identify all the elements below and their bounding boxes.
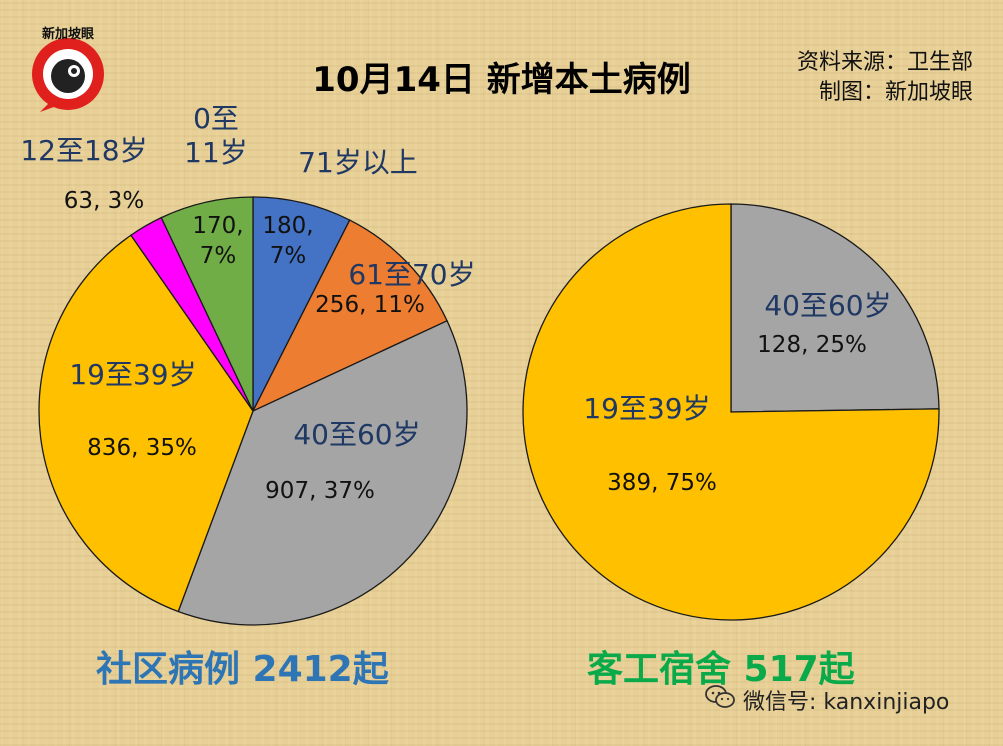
- slice-value-label: 389, 75%: [607, 470, 717, 496]
- wechat-icon: [705, 684, 735, 716]
- pie-slice: [252, 196, 351, 412]
- pie-slice: [177, 319, 468, 626]
- pie-slice: [522, 203, 940, 621]
- slice-category-label: 19至39岁: [69, 358, 196, 391]
- pie-slice: [730, 203, 940, 413]
- slice-value-label: 907, 37%: [265, 478, 375, 504]
- source-credit: 资料来源：卫生部 制图：新加坡眼: [797, 48, 973, 108]
- slice-category-label: 40至60岁: [293, 418, 420, 451]
- slice-value-label: 63, 3%: [64, 188, 144, 214]
- pie-slice: [38, 234, 254, 613]
- slice-category-label: 19至39岁: [583, 392, 710, 425]
- slice-value-label: 256, 11%: [315, 292, 425, 318]
- wechat-watermark: 微信号: kanxinjiapo: [705, 684, 949, 716]
- slice-category-label: 12至18岁: [20, 134, 147, 167]
- source-line-1: 资料来源：卫生部: [796, 50, 973, 75]
- pie-chart-1: 180, 7% 71岁以上 256, 11%61至70岁 907, 37% 40至60岁 8…: [20, 102, 476, 626]
- chart-title: 10月14日 新增本土病例: [312, 60, 691, 100]
- source-line-2: 制图：新加坡眼: [818, 80, 973, 105]
- slice-category-label: 61至70岁: [348, 258, 475, 291]
- slice-value-label: 128, 25%: [757, 332, 867, 358]
- dormitory-cases-caption: 客工宿舍 517起: [587, 649, 855, 690]
- slice-value-label: 170, 7%: [192, 213, 243, 269]
- slice-category-label: 40至60岁: [764, 289, 891, 322]
- slice-category-label: 71岁以上: [298, 146, 418, 179]
- slice-category-label: 0至 11岁: [184, 102, 248, 169]
- pie-slice: [251, 219, 448, 413]
- wechat-id: 微信号: kanxinjiapo: [743, 690, 950, 715]
- pie-slice: [160, 196, 254, 412]
- community-cases-caption: 社区病例 2412起: [96, 649, 389, 690]
- slice-value-label: 180, 7%: [262, 213, 313, 269]
- pie-chart-2: 128, 25% 40至60岁 389, 75% 19至39岁: [522, 203, 940, 621]
- brand-logo: 新加坡眼: [28, 24, 138, 114]
- slice-value-label: 836, 35%: [87, 435, 197, 461]
- logo-text: 新加坡眼: [42, 26, 95, 42]
